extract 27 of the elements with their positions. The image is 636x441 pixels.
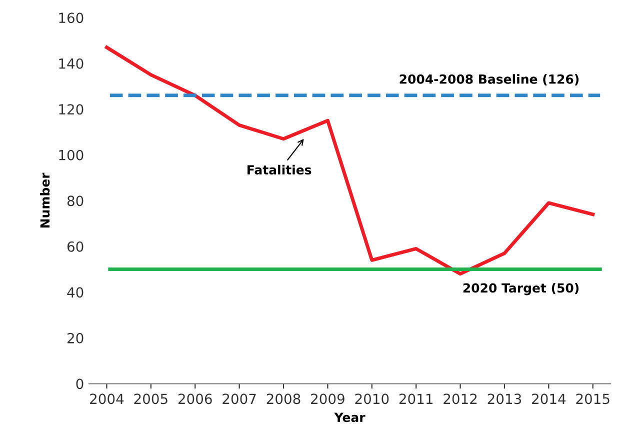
y-tick-label: 60 — [67, 241, 84, 252]
y-tick-label: 140 — [59, 58, 84, 69]
ref-line-label: 2020 Target (50) — [463, 283, 579, 296]
x-tick-label: 2015 — [576, 394, 610, 404]
x-axis-title: Year — [334, 412, 366, 422]
line-series — [104, 46, 595, 276]
y-tick-label: 40 — [67, 287, 84, 298]
x-tick-label: 2013 — [488, 394, 522, 404]
x-tick-label: 2004 — [90, 394, 124, 404]
y-tick-label: 80 — [67, 196, 84, 206]
x-tick-label: 2014 — [532, 394, 566, 404]
y-tick-label: 120 — [59, 104, 84, 115]
ref-line-label: 2004-2008 Baseline (126) — [400, 74, 579, 86]
y-tick-label: 20 — [68, 332, 84, 344]
y-axis-title: Number — [40, 172, 50, 228]
x-tick-label: 2006 — [178, 394, 212, 404]
x-tick-label: 2009 — [311, 394, 344, 404]
x-tick-label: 2010 — [355, 394, 389, 404]
x-tick-label: 2005 — [134, 394, 168, 404]
y-tick-label: 0 — [76, 378, 84, 390]
x-tick-label: 2012 — [444, 394, 477, 404]
y-tick-label: 160 — [59, 12, 84, 24]
x-tick-label: 2008 — [266, 394, 300, 404]
y-tick-label: 100 — [59, 150, 84, 160]
x-tick-label: 2011 — [399, 394, 432, 404]
text: Fatalities — [248, 164, 312, 175]
x-tick-label: 2007 — [222, 394, 256, 404]
